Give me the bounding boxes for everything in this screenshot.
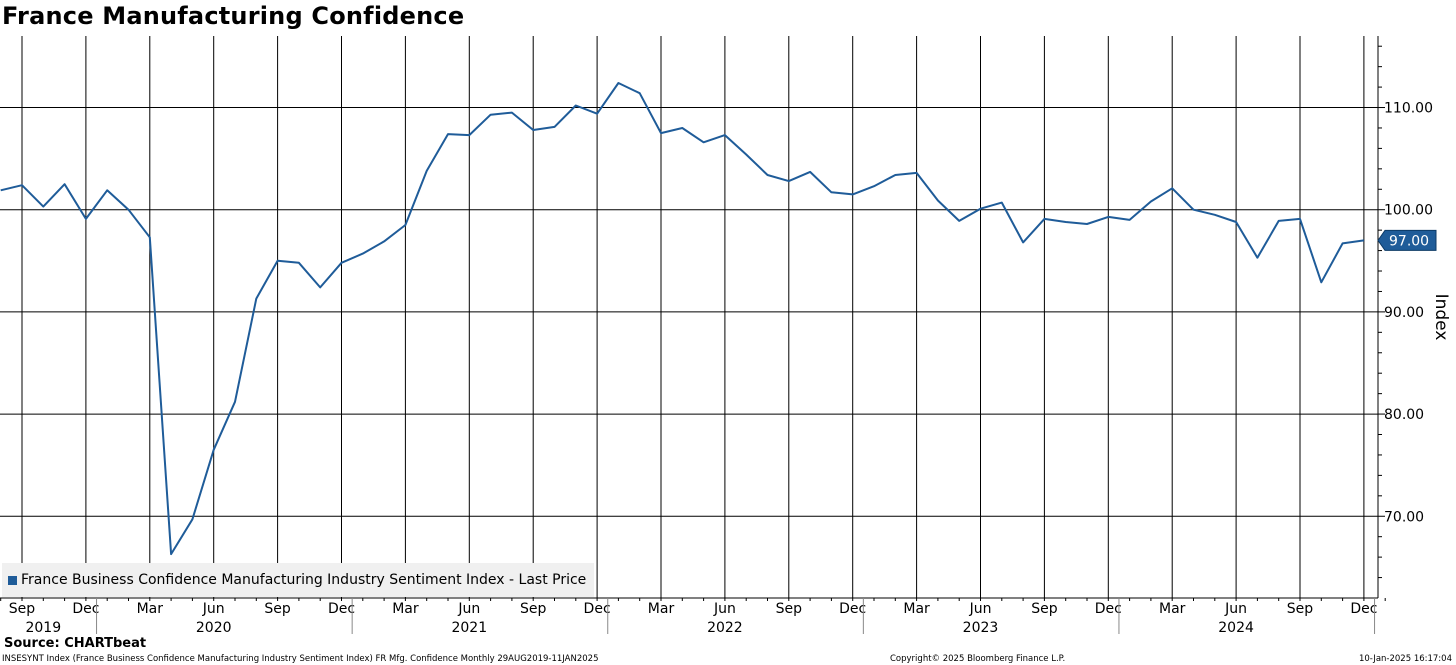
footer-copyright: Copyright© 2025 Bloomberg Finance L.P. bbox=[890, 654, 1066, 664]
x-month-label: Mar bbox=[392, 601, 419, 617]
x-month-label: Jun bbox=[457, 601, 480, 617]
x-month-label: Dec bbox=[1350, 601, 1377, 617]
footer-timestamp: 10-Jan-2025 16:17:04 bbox=[1358, 654, 1452, 664]
x-month-label: Mar bbox=[648, 601, 675, 617]
x-month-label: Sep bbox=[1287, 601, 1314, 617]
x-year-label: 2019 bbox=[25, 620, 61, 636]
x-year-label: 2023 bbox=[963, 620, 999, 636]
x-month-label: Sep bbox=[776, 601, 803, 617]
x-month-label: Dec bbox=[839, 601, 866, 617]
x-month-label: Dec bbox=[1095, 601, 1122, 617]
x-month-label: Jun bbox=[713, 601, 736, 617]
x-month-label: Mar bbox=[137, 601, 164, 617]
x-month-label: Jun bbox=[969, 601, 992, 617]
series-layer bbox=[0, 82, 1365, 556]
x-month-label: Dec bbox=[328, 601, 355, 617]
axis-layer: 110.00 100.00 90.00 80.00 70.00 Index Sep Dec Ma… bbox=[0, 36, 1451, 636]
x-month-label: Sep bbox=[1031, 601, 1058, 617]
series-line bbox=[0, 82, 1365, 556]
footer-description: INSESYNT Index (France Business Confiden… bbox=[2, 654, 599, 664]
last-price-tag bbox=[1377, 229, 1437, 251]
x-year-label: 2022 bbox=[707, 620, 743, 636]
x-month-label: Sep bbox=[264, 601, 291, 617]
x-month-label: Mar bbox=[903, 601, 930, 617]
x-month-label: Dec bbox=[72, 601, 99, 617]
y-axis-title: Index bbox=[1431, 294, 1451, 341]
x-year-label: 2021 bbox=[451, 620, 487, 636]
x-month-label: Sep bbox=[520, 601, 547, 617]
chart-legend: France Business Confidence Manufacturing… bbox=[2, 563, 595, 597]
y-tick-label: 70.00 bbox=[1384, 509, 1424, 525]
x-month-label: Mar bbox=[1159, 601, 1186, 617]
y-tick-label: 90.00 bbox=[1384, 305, 1424, 321]
legend-label: France Business Confidence Manufacturing… bbox=[21, 572, 587, 588]
x-year-label: 2024 bbox=[1218, 620, 1254, 636]
last-price-label: 97.00 bbox=[1389, 233, 1429, 249]
y-tick-label: 80.00 bbox=[1384, 407, 1424, 423]
y-tick-label: 110.00 bbox=[1384, 101, 1433, 117]
legend-swatch bbox=[8, 575, 17, 585]
x-month-label: Sep bbox=[9, 601, 36, 617]
y-tick-label: 100.00 bbox=[1384, 203, 1433, 219]
grid-layer bbox=[0, 36, 1378, 598]
x-year-label: 2020 bbox=[196, 620, 232, 636]
x-month-label: Dec bbox=[584, 601, 611, 617]
chart-title: France Manufacturing Confidence bbox=[2, 2, 465, 30]
source-label: Source: CHARTbeat bbox=[4, 636, 147, 651]
x-month-label: Jun bbox=[1224, 601, 1247, 617]
x-month-label: Jun bbox=[202, 601, 225, 617]
